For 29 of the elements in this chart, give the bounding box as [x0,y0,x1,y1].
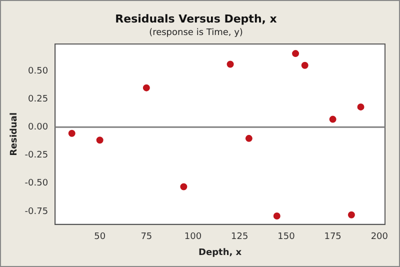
point [329,116,336,123]
point [68,130,76,137]
point [273,212,280,220]
x-tick-label: 100 [184,232,202,242]
point [245,134,252,142]
y-tick-label: 0.50 [28,66,48,76]
point [180,183,188,190]
y-tick-label: -0.25 [24,150,48,161]
x-tick-label: 150 [278,232,296,242]
x-axis-title: Depth, x [198,248,242,258]
y-axis-title: Residual [10,112,20,156]
y-tick-label: 0.00 [28,122,48,133]
y-tick-label: 0.25 [28,94,48,104]
x-tick-label: 75 [140,232,152,242]
point [292,50,300,58]
chart-subtitle: (response is Time, y) [149,28,243,38]
y-tick-label: -0.75 [24,206,48,217]
x-tick-label: 200 [370,232,388,242]
point [142,84,150,92]
x-tick-label: 125 [231,232,248,242]
y-tick-label: -0.50 [24,178,48,189]
point [348,211,355,218]
x-tick-label: 175 [324,232,342,242]
point [357,103,364,110]
chart-title: Residuals Versus Depth, x [115,12,277,26]
x-tick-label: 50 [94,232,106,242]
point [301,62,308,69]
point [96,136,104,144]
point [226,60,234,68]
